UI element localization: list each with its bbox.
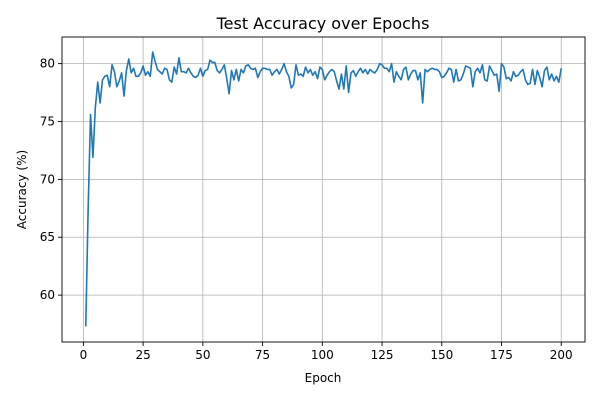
- x-tick-label: 75: [255, 348, 270, 362]
- x-tick-label: 100: [311, 348, 334, 362]
- x-tick-label: 150: [430, 348, 453, 362]
- y-tick-label: 70: [40, 172, 55, 186]
- x-tick-label: 0: [80, 348, 88, 362]
- x-tick-label: 125: [371, 348, 394, 362]
- chart-title: Test Accuracy over Epochs: [216, 14, 430, 33]
- x-axis-label: Epoch: [305, 371, 342, 385]
- y-axis-label: Accuracy (%): [15, 150, 29, 229]
- x-tick-label: 50: [195, 348, 210, 362]
- y-tick-label: 75: [40, 114, 55, 128]
- y-tick-label: 65: [40, 230, 55, 244]
- x-tick-label: 200: [550, 348, 573, 362]
- y-tick-label: 80: [40, 57, 55, 71]
- x-tick-label: 175: [490, 348, 513, 362]
- y-tick-label: 60: [40, 288, 55, 302]
- x-tick-label: 25: [135, 348, 150, 362]
